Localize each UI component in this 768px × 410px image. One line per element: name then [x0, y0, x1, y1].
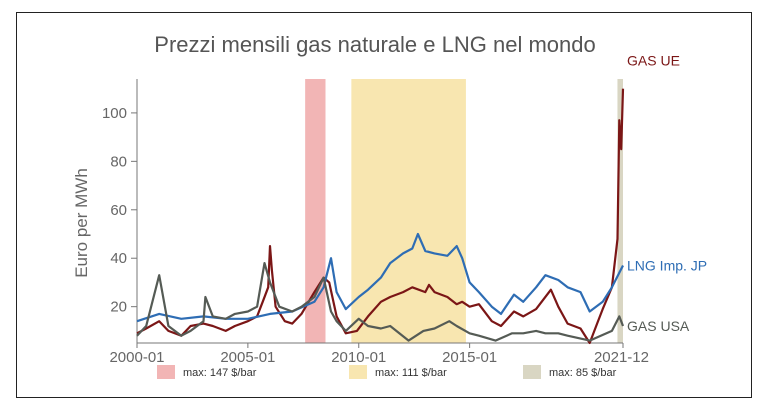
series-labels: GAS UE LNG Imp. JP GAS USA: [627, 53, 707, 334]
series-lines: [136, 88, 625, 345]
series-label-2: GAS USA: [627, 318, 690, 334]
series-label-1: LNG Imp. JP: [627, 257, 707, 273]
x-tick-label: 2005-01: [220, 349, 275, 366]
x-tick-label: 2010-01: [331, 349, 386, 366]
series-line-1: [136, 232, 624, 323]
shaded-period-0: [305, 79, 326, 343]
x-ticks: 2000-01 2005-01 2010-01 2015-01 2021-12: [109, 343, 649, 366]
chart-title: Prezzi mensili gas naturale e LNG nel mo…: [154, 32, 595, 57]
y-tick-label: 40: [110, 250, 127, 267]
legend-swatch-0: [157, 365, 175, 379]
legend-label-2: max: 85 $/bar: [549, 367, 617, 379]
series-line-0: [136, 88, 625, 345]
price-chart: Prezzi mensili gas naturale e LNG nel mo…: [72, 32, 707, 379]
series-label-0: GAS UE: [627, 53, 680, 69]
x-tick-label: 2015-01: [442, 349, 497, 366]
shaded-periods: [305, 79, 623, 343]
y-tick-label: 80: [110, 153, 127, 170]
chart-frame: Prezzi mensili gas naturale e LNG nel mo…: [16, 12, 752, 398]
shaded-period-2: [617, 79, 623, 343]
x-tick-label: 2021-12: [594, 349, 649, 366]
series-line-2: [136, 262, 625, 342]
y-tick-label: 20: [110, 299, 127, 316]
legend: max: 147 $/bar max: 111 $/bar max: 85 $/ba…: [157, 365, 617, 379]
y-axis-label: Euro per MWh: [72, 168, 91, 278]
shaded-period-1: [351, 79, 466, 343]
legend-label-1: max: 111 $/bar: [375, 367, 447, 379]
legend-label-0: max: 147 $/bar: [183, 367, 257, 379]
legend-swatch-2: [523, 365, 541, 379]
legend-swatch-1: [349, 365, 367, 379]
y-tick-label: 60: [110, 202, 127, 219]
y-tick-label: 100: [102, 105, 127, 122]
x-tick-label: 2000-01: [109, 349, 164, 366]
y-ticks: 20 40 60 80 100: [102, 105, 137, 316]
